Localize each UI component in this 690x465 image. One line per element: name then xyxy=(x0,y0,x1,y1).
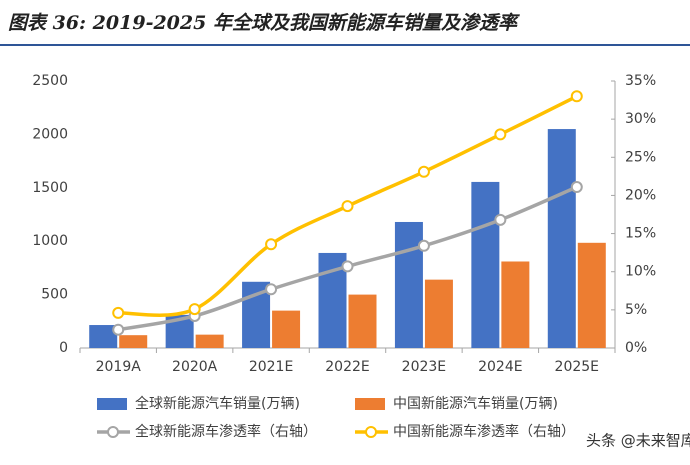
y2-tick-label: 15% xyxy=(625,226,656,242)
legend-label: 中国新能源车渗透率（右轴） xyxy=(393,423,575,440)
marker xyxy=(494,128,507,141)
x-tick-label: 2021E xyxy=(249,359,293,375)
bar xyxy=(471,181,500,348)
y-tick-label: 1000 xyxy=(32,233,68,249)
y2-tick-label: 25% xyxy=(625,149,656,165)
x-tick-label: 2020A xyxy=(172,359,218,375)
marker xyxy=(341,260,354,273)
legend-label: 全球新能源车渗透率（右轴） xyxy=(135,423,317,440)
y2-tick-label: 0% xyxy=(625,340,647,356)
y2-tick-label: 30% xyxy=(625,111,656,127)
x-tick-label: 2019A xyxy=(96,359,142,375)
marker xyxy=(417,239,430,252)
legend-label: 中国新能源汽车销量(万辆) xyxy=(393,395,558,412)
marker xyxy=(570,181,583,194)
legend-marker xyxy=(107,426,119,438)
marker xyxy=(112,323,125,336)
bar xyxy=(272,310,301,348)
bar xyxy=(195,334,224,348)
y-tick-label: 500 xyxy=(41,287,68,303)
y-tick-label: 2000 xyxy=(32,126,68,142)
bar xyxy=(89,325,118,348)
legend-swatch xyxy=(355,398,385,410)
bar xyxy=(501,261,530,348)
legend-label: 全球新能源汽车销量(万辆) xyxy=(135,395,300,412)
marker xyxy=(494,213,507,226)
x-tick-label: 2024E xyxy=(478,359,522,375)
chart-title: 图表 36: 2019-2025 年全球及我国新能源车销量及渗透率 xyxy=(8,12,520,34)
marker xyxy=(341,200,354,213)
bar xyxy=(424,279,453,348)
watermark: 头条 @未来智库 xyxy=(586,432,690,450)
y2-tick-label: 10% xyxy=(625,264,656,280)
marker xyxy=(417,165,430,178)
legend-marker xyxy=(365,426,377,438)
x-tick-label: 2025E xyxy=(555,359,599,375)
x-tick-label: 2022E xyxy=(325,359,369,375)
legend-swatch xyxy=(97,398,127,410)
y-tick-label: 2500 xyxy=(32,73,68,89)
y2-tick-label: 20% xyxy=(625,187,656,203)
bar xyxy=(394,221,423,348)
y-tick-label: 1500 xyxy=(32,180,68,196)
marker xyxy=(265,283,278,296)
marker xyxy=(188,303,201,316)
bar xyxy=(119,335,148,348)
marker xyxy=(265,238,278,251)
y2-tick-label: 5% xyxy=(625,302,647,318)
y2-tick-label: 35% xyxy=(625,73,656,89)
bar xyxy=(547,129,576,348)
marker xyxy=(112,306,125,319)
marker xyxy=(570,90,583,103)
x-tick-label: 2023E xyxy=(402,359,446,375)
bar xyxy=(577,242,606,348)
bar xyxy=(348,294,377,348)
y-tick-label: 0 xyxy=(59,340,68,356)
